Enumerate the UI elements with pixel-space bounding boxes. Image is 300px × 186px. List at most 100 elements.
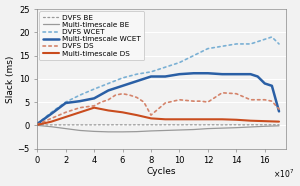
Multi-timescale WCET <box>121 85 124 87</box>
Multi-timescale DS <box>78 111 82 113</box>
DVFS WCET <box>235 43 238 45</box>
Line: DVFS DS: DVFS DS <box>37 93 279 124</box>
Multi-timescale WCET <box>64 102 68 104</box>
DVFS BE <box>235 124 238 126</box>
DVFS BE <box>38 124 42 126</box>
DVFS BE <box>40 124 43 126</box>
Multi-timescale DS <box>192 118 196 120</box>
Multi-timescale BE <box>192 128 196 131</box>
Multi-timescale BE <box>78 129 82 132</box>
Legend: DVFS BE, Multi-timescale BE, DVFS WCET, Multi-timescale WCET, DVFS DS, Multi-tim: DVFS BE, Multi-timescale BE, DVFS WCET, … <box>39 11 144 60</box>
DVFS WCET <box>135 73 139 75</box>
Multi-timescale WCET <box>263 82 267 85</box>
DVFS DS <box>277 108 281 110</box>
Multi-timescale BE <box>164 129 167 132</box>
DVFS DS <box>142 101 146 103</box>
Multi-timescale WCET <box>256 75 260 78</box>
Text: $\times10^7$: $\times10^7$ <box>273 168 294 180</box>
DVFS DS <box>270 100 274 102</box>
Multi-timescale WCET <box>92 97 96 100</box>
Multi-timescale WCET <box>270 85 274 87</box>
Multi-timescale WCET <box>178 73 181 75</box>
DVFS BE <box>36 124 40 126</box>
DVFS DS <box>114 94 117 96</box>
DVFS WCET <box>92 88 96 90</box>
DVFS WCET <box>106 82 110 85</box>
Multi-timescale DS <box>121 111 124 113</box>
Multi-timescale WCET <box>78 100 82 102</box>
Multi-timescale DS <box>270 120 274 123</box>
DVFS BE <box>227 124 231 126</box>
Multi-timescale BE <box>178 129 181 131</box>
Multi-timescale DS <box>106 109 110 112</box>
DVFS BE <box>128 124 131 126</box>
DVFS BE <box>192 124 196 126</box>
DVFS DS <box>220 92 224 94</box>
Multi-timescale WCET <box>106 89 110 92</box>
DVFS BE <box>99 124 103 126</box>
Multi-timescale BE <box>263 125 267 127</box>
Line: Multi-timescale BE: Multi-timescale BE <box>37 125 279 132</box>
Multi-timescale WCET <box>35 123 39 125</box>
Multi-timescale DS <box>249 120 252 122</box>
DVFS BE <box>135 124 139 126</box>
Multi-timescale BE <box>220 127 224 129</box>
Multi-timescale WCET <box>192 72 196 74</box>
DVFS WCET <box>64 101 68 103</box>
DVFS BE <box>35 124 39 126</box>
DVFS DS <box>192 100 196 102</box>
DVFS DS <box>121 93 124 95</box>
DVFS DS <box>92 105 96 107</box>
DVFS DS <box>64 111 68 113</box>
DVFS DS <box>178 99 181 101</box>
DVFS BE <box>85 124 89 126</box>
DVFS DS <box>199 100 202 102</box>
Multi-timescale WCET <box>249 73 252 75</box>
DVFS DS <box>235 93 238 95</box>
DVFS DS <box>206 101 210 103</box>
DVFS BE <box>206 124 210 126</box>
DVFS BE <box>47 124 50 126</box>
Multi-timescale DS <box>277 121 281 123</box>
DVFS DS <box>149 114 153 116</box>
Multi-timescale BE <box>249 126 252 128</box>
Line: Multi-timescale DS: Multi-timescale DS <box>37 108 279 125</box>
DVFS WCET <box>277 43 281 45</box>
Line: DVFS WCET: DVFS WCET <box>37 37 279 124</box>
Multi-timescale DS <box>164 118 167 120</box>
DVFS WCET <box>35 123 39 125</box>
DVFS DS <box>263 99 267 101</box>
Multi-timescale BE <box>106 131 110 133</box>
DVFS BE <box>71 124 75 126</box>
Multi-timescale BE <box>50 126 53 128</box>
DVFS BE <box>178 124 181 126</box>
DVFS DS <box>164 102 167 104</box>
DVFS BE <box>52 124 56 126</box>
DVFS BE <box>170 124 174 126</box>
DVFS WCET <box>192 54 196 57</box>
Multi-timescale WCET <box>149 75 153 78</box>
DVFS DS <box>128 94 131 96</box>
DVFS BE <box>142 124 146 126</box>
DVFS BE <box>58 124 62 126</box>
Multi-timescale DS <box>206 118 210 120</box>
DVFS WCET <box>178 61 181 64</box>
Multi-timescale DS <box>64 116 68 118</box>
DVFS WCET <box>270 36 274 38</box>
DVFS BE <box>92 124 96 126</box>
DVFS BE <box>256 124 260 126</box>
DVFS BE <box>43 124 46 126</box>
DVFS BE <box>64 124 68 126</box>
DVFS DS <box>35 123 39 126</box>
DVFS WCET <box>78 94 82 96</box>
Multi-timescale BE <box>277 125 281 127</box>
DVFS WCET <box>220 45 224 47</box>
DVFS BE <box>185 124 188 126</box>
Multi-timescale BE <box>35 124 39 126</box>
DVFS WCET <box>263 38 267 40</box>
DVFS BE <box>156 124 160 126</box>
DVFS DS <box>106 99 110 101</box>
Multi-timescale DS <box>235 119 238 121</box>
Multi-timescale BE <box>121 131 124 133</box>
X-axis label: Cycles: Cycles <box>147 167 176 176</box>
